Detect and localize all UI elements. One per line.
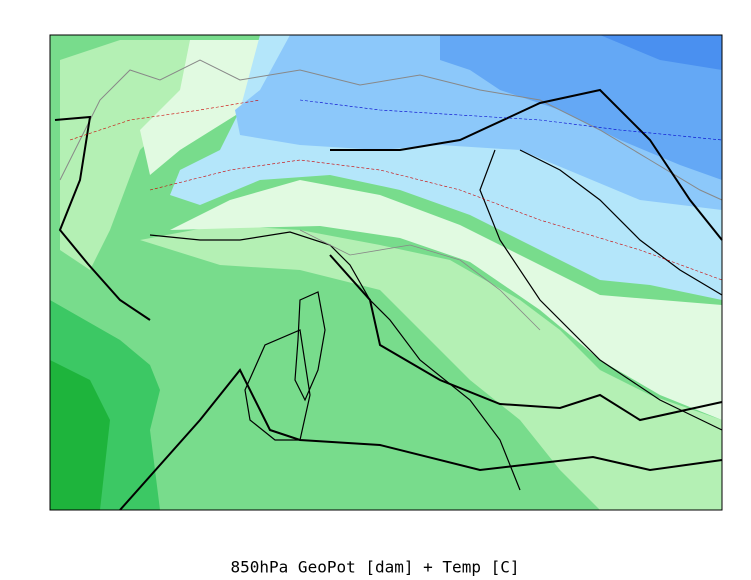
title: 850hPa GeoPot [dam] + Temp [C] (231, 558, 520, 577)
map-fill (50, 35, 722, 510)
geography (54, 59, 723, 511)
map-frame (49, 34, 723, 511)
